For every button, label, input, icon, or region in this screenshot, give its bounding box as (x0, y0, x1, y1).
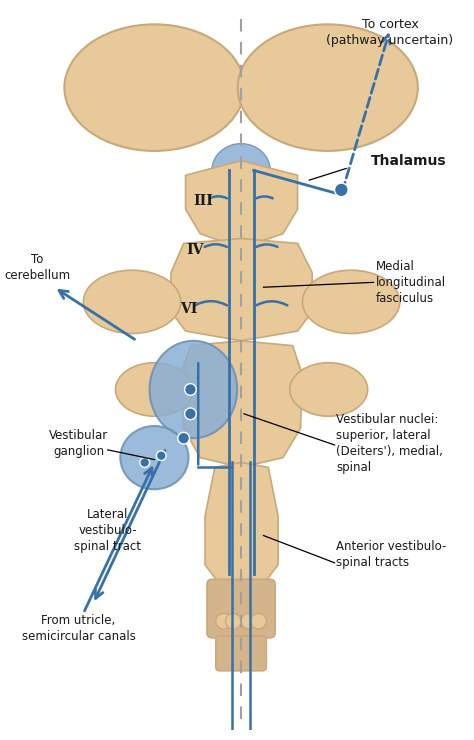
Ellipse shape (150, 341, 237, 438)
Polygon shape (205, 462, 278, 589)
Ellipse shape (302, 270, 400, 334)
Circle shape (140, 457, 150, 468)
Ellipse shape (116, 363, 193, 416)
Circle shape (184, 408, 196, 420)
Circle shape (216, 613, 231, 629)
Circle shape (241, 613, 256, 629)
Circle shape (335, 183, 348, 197)
Ellipse shape (83, 270, 181, 334)
Text: Vestibular
ganglion: Vestibular ganglion (49, 428, 108, 457)
Circle shape (178, 432, 190, 444)
Ellipse shape (212, 144, 270, 197)
Polygon shape (171, 238, 312, 341)
Circle shape (156, 451, 166, 460)
FancyBboxPatch shape (207, 579, 275, 638)
Text: IV: IV (187, 243, 204, 258)
Text: Anterior vestibulo-
spinal tracts: Anterior vestibulo- spinal tracts (337, 540, 447, 570)
Polygon shape (186, 161, 298, 249)
Circle shape (184, 383, 196, 395)
FancyBboxPatch shape (216, 636, 266, 671)
Text: From utricle,
semicircular canals: From utricle, semicircular canals (21, 613, 136, 642)
Text: Lateral
vestibulo-
spinal tract: Lateral vestibulo- spinal tract (74, 508, 141, 554)
Text: VI: VI (180, 302, 197, 316)
Ellipse shape (290, 363, 368, 416)
Circle shape (251, 613, 266, 629)
Text: III: III (193, 194, 213, 208)
Ellipse shape (64, 24, 245, 151)
Text: To
cerebellum: To cerebellum (5, 253, 71, 282)
Text: Thalamus: Thalamus (371, 154, 446, 168)
Text: Medial
longitudinal
fasciculus: Medial longitudinal fasciculus (375, 260, 446, 305)
Ellipse shape (237, 24, 418, 151)
Text: To cortex
(pathway uncertain): To cortex (pathway uncertain) (327, 18, 454, 47)
Text: Vestibular nuclei:
superior, lateral
(Deiters'), medial,
spinal: Vestibular nuclei: superior, lateral (De… (337, 412, 443, 474)
Ellipse shape (120, 426, 189, 489)
Polygon shape (181, 341, 302, 468)
Circle shape (226, 613, 241, 629)
